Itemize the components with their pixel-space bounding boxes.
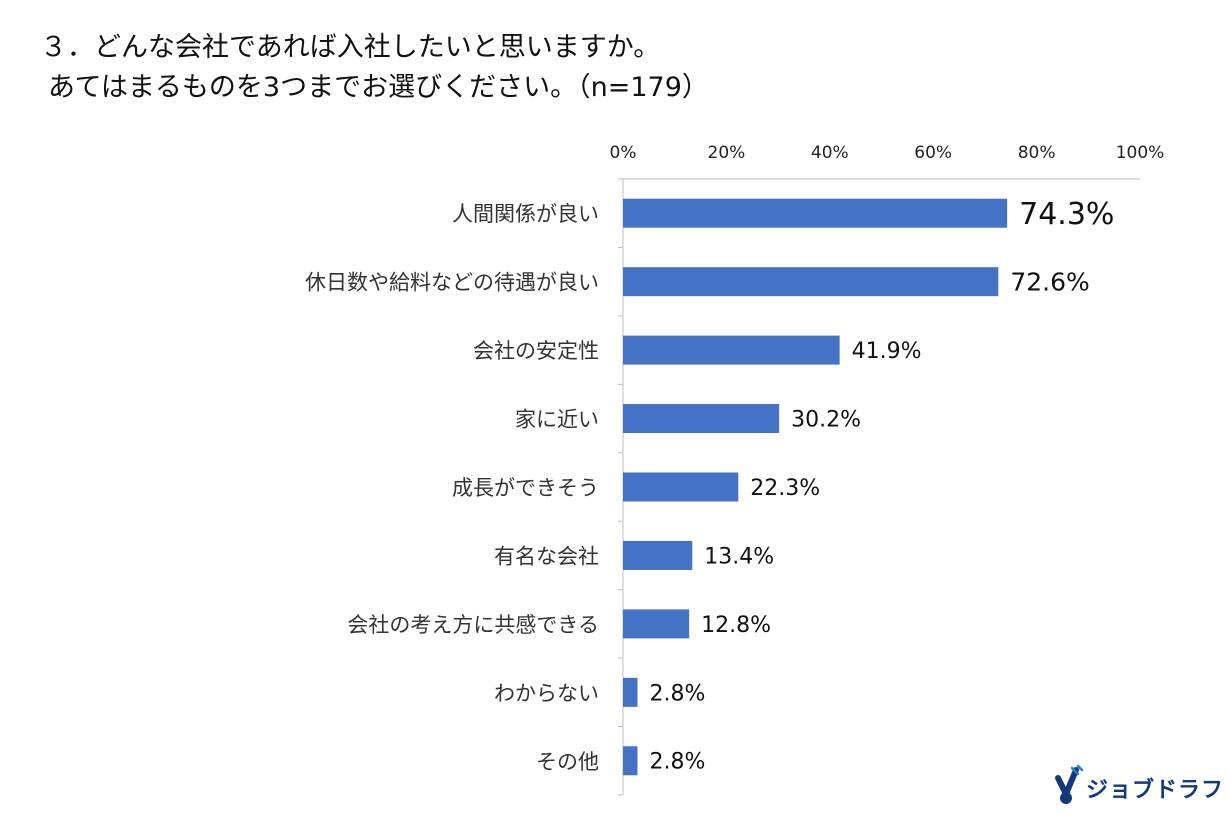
data-label: 2.8%: [649, 750, 705, 775]
data-label: 72.6%: [1010, 268, 1089, 297]
bar: [623, 198, 1008, 228]
data-label: 2.8%: [649, 681, 705, 706]
brand-logo: ジョブドラフト: [1052, 764, 1230, 810]
category-label: 会社の考え方に共感できる: [347, 613, 599, 637]
x-tick-label: 80%: [1018, 143, 1056, 163]
data-label: 41.9%: [852, 339, 922, 364]
x-tick-label: 0%: [610, 143, 637, 163]
category-label: その他: [536, 750, 599, 774]
category-label: 家に近い: [515, 408, 599, 432]
category-label: 休日数や給料などの待遇が良い: [305, 271, 599, 295]
bar: [623, 677, 638, 707]
data-label: 30.2%: [791, 407, 861, 432]
chart-title-line1: ３．どんな会社であれば入社したいと思いますか。: [40, 32, 661, 63]
data-label: 13.4%: [704, 544, 774, 569]
x-tick-label: 20%: [708, 143, 746, 163]
data-label: 12.8%: [701, 613, 771, 638]
bar: [623, 472, 739, 502]
data-label: 74.3%: [1019, 197, 1114, 232]
category-label: 会社の安定性: [473, 339, 599, 363]
x-tick-label: 100%: [1116, 143, 1165, 163]
logo-text: ジョブドラフト: [1086, 778, 1230, 803]
bar: [623, 267, 999, 297]
bar: [623, 746, 638, 776]
data-label: 22.3%: [750, 476, 820, 501]
category-label: 有名な会社: [494, 544, 599, 568]
category-label: 人間関係が良い: [452, 202, 599, 226]
chart-title-line2: あてはまるものを3つまでお選びください。（n=179）: [48, 72, 709, 103]
bar: [623, 540, 693, 570]
jobdraft-logo-icon: [1055, 764, 1084, 804]
bar: [623, 404, 780, 434]
category-label: わからない: [494, 681, 599, 705]
bar: [623, 609, 690, 639]
x-tick-label: 60%: [914, 143, 952, 163]
bar: [623, 335, 840, 365]
x-tick-label: 40%: [811, 143, 849, 163]
category-label: 成長ができそう: [452, 476, 599, 500]
